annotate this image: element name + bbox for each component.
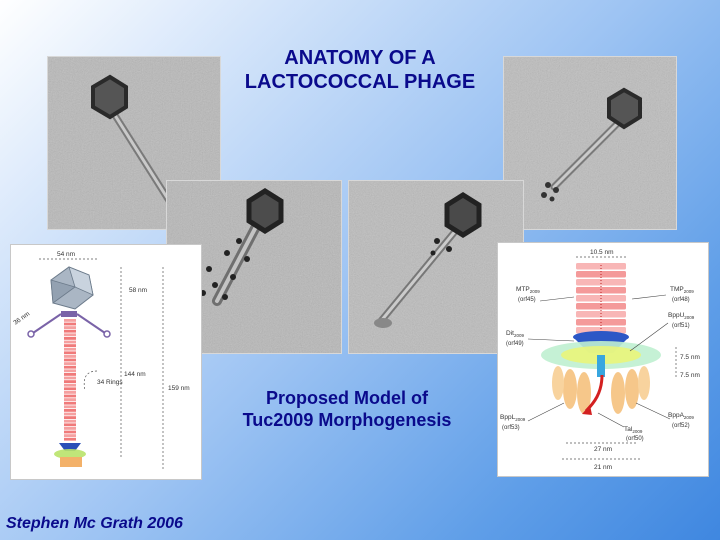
rings-label: 34 Rings: [97, 379, 123, 386]
tail-ring: [64, 401, 76, 405]
bppu-name: BppU: [668, 312, 685, 319]
tail-ring: [64, 340, 76, 344]
tal-sub: 2009: [632, 429, 643, 434]
tail-ring: [64, 427, 76, 430]
tmp-sub: 2009: [684, 289, 695, 294]
width-27-label: 27 nm: [594, 446, 612, 453]
tal-orf: (orf50): [626, 436, 644, 442]
bppl-orf: (orf53): [502, 425, 520, 431]
tail-ring: [64, 387, 76, 391]
bppa-label: BppA2009: [668, 412, 694, 420]
tail-ring: [576, 311, 626, 318]
mtp-orf: (orf45): [518, 297, 536, 303]
dit-orf: (orf49): [506, 341, 524, 347]
tail-length-label: 144 nm: [124, 371, 146, 378]
tail-ring: [64, 347, 76, 351]
tail-ring: [64, 333, 76, 337]
micrograph-4: [348, 180, 524, 354]
tail-ring: [64, 391, 76, 394]
tail-ring: [64, 419, 76, 423]
tail-ring: [64, 376, 76, 380]
mtp-label: MTP2009: [516, 286, 540, 294]
tail-ring: [64, 412, 76, 416]
width-21-label: 21 nm: [594, 464, 612, 471]
tail-ring: [64, 365, 76, 369]
tail-ring: [64, 362, 76, 365]
tail-ring: [64, 337, 76, 340]
title-line-2: LACTOCOCCAL PHAGE: [244, 71, 476, 93]
author-credit: Stephen Mc Grath 2006: [6, 515, 183, 532]
tail-ring: [64, 373, 76, 376]
right-baseplate-model: 10.5 nm MTP2009 (orf45) TMP2009 (orf48) …: [497, 242, 709, 477]
tail-ring: [64, 394, 76, 398]
tail-ring: [64, 380, 76, 383]
slide-title: ANATOMY OF A LACTOCOCCAL PHAGE: [225, 46, 495, 94]
bppl-sub: 2009: [515, 417, 526, 422]
tail-ring: [64, 369, 76, 373]
tail-ring: [64, 355, 76, 358]
tail-ring: [64, 423, 76, 427]
tmp-name: TMP: [670, 286, 684, 293]
tail-ring: [64, 398, 76, 401]
tail-width-label: 10.5 nm: [590, 249, 614, 256]
tail-ring: [576, 279, 626, 286]
tail-ring: [64, 434, 76, 437]
bppa-name: BppA: [668, 412, 685, 419]
head-width-label: 54 nm: [57, 251, 75, 258]
tal-name: Tal: [624, 426, 633, 433]
tail-ring: [64, 358, 76, 362]
tail-ring: [64, 322, 76, 326]
subtitle-line-2: Tuc2009 Morphogenesis: [242, 410, 452, 430]
tail-ring: [64, 329, 76, 333]
bppu-orf: (orf51): [672, 323, 690, 329]
slide-subtitle: Proposed Model of Tuc2009 Morphogenesis: [212, 387, 482, 431]
tail-ring: [64, 405, 76, 409]
tal-label: Tal2009: [624, 426, 643, 434]
micrograph-3: [166, 180, 342, 354]
tail-ring: [576, 287, 626, 294]
dit-name: Dit: [506, 330, 514, 337]
total-length-label: 159 nm: [168, 385, 190, 392]
bppa-sub: 2009: [684, 415, 695, 420]
bppl-name: BppL: [500, 414, 516, 421]
gap-1-label: 7.5 nm: [680, 354, 700, 361]
bppa-orf: (orf52): [672, 423, 690, 429]
micrograph-2: [503, 56, 677, 230]
tail-ring: [64, 416, 76, 419]
tail-ring: [64, 326, 76, 329]
bppu-label: BppU2009: [668, 312, 695, 320]
tail-ring: [64, 319, 76, 322]
tail-ring: [64, 430, 76, 434]
tail-ring: [64, 409, 76, 412]
dit-label: Dit2009: [506, 330, 524, 338]
tmp-orf: (orf48): [672, 297, 690, 303]
mtp-name: MTP: [516, 286, 530, 293]
mtp-sub: 2009: [530, 289, 541, 294]
subtitle-line-1: Proposed Model of: [266, 388, 428, 408]
tail-ring: [64, 344, 76, 347]
left-phage-model: 54 nm 36 nm 58 nm 144 nm 34 Rings 159 nm: [10, 244, 202, 480]
head-side-label: 36 nm: [12, 311, 31, 327]
bppl-label: BppL2009: [500, 414, 526, 422]
tail-top-label: 58 nm: [129, 287, 147, 294]
tail-ring: [576, 263, 626, 270]
tail-ring: [576, 303, 626, 310]
tail-ring: [64, 437, 76, 441]
dit-sub: 2009: [514, 333, 525, 338]
tmp-label: TMP2009: [670, 286, 694, 294]
bppu-sub: 2009: [684, 315, 695, 320]
tail-ring: [64, 351, 76, 355]
title-line-1: ANATOMY OF A: [284, 47, 436, 69]
tail-ring: [64, 383, 76, 387]
gap-2-label: 7.5 nm: [680, 372, 700, 379]
